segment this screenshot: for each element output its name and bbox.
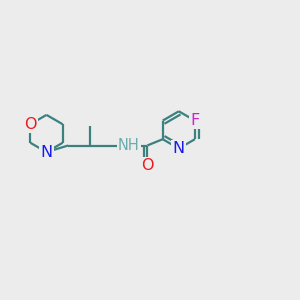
Text: F: F — [190, 113, 200, 128]
Text: NH: NH — [118, 138, 140, 153]
Text: N: N — [40, 145, 52, 160]
Text: O: O — [24, 117, 37, 132]
Text: N: N — [173, 141, 185, 156]
Text: O: O — [141, 158, 154, 173]
